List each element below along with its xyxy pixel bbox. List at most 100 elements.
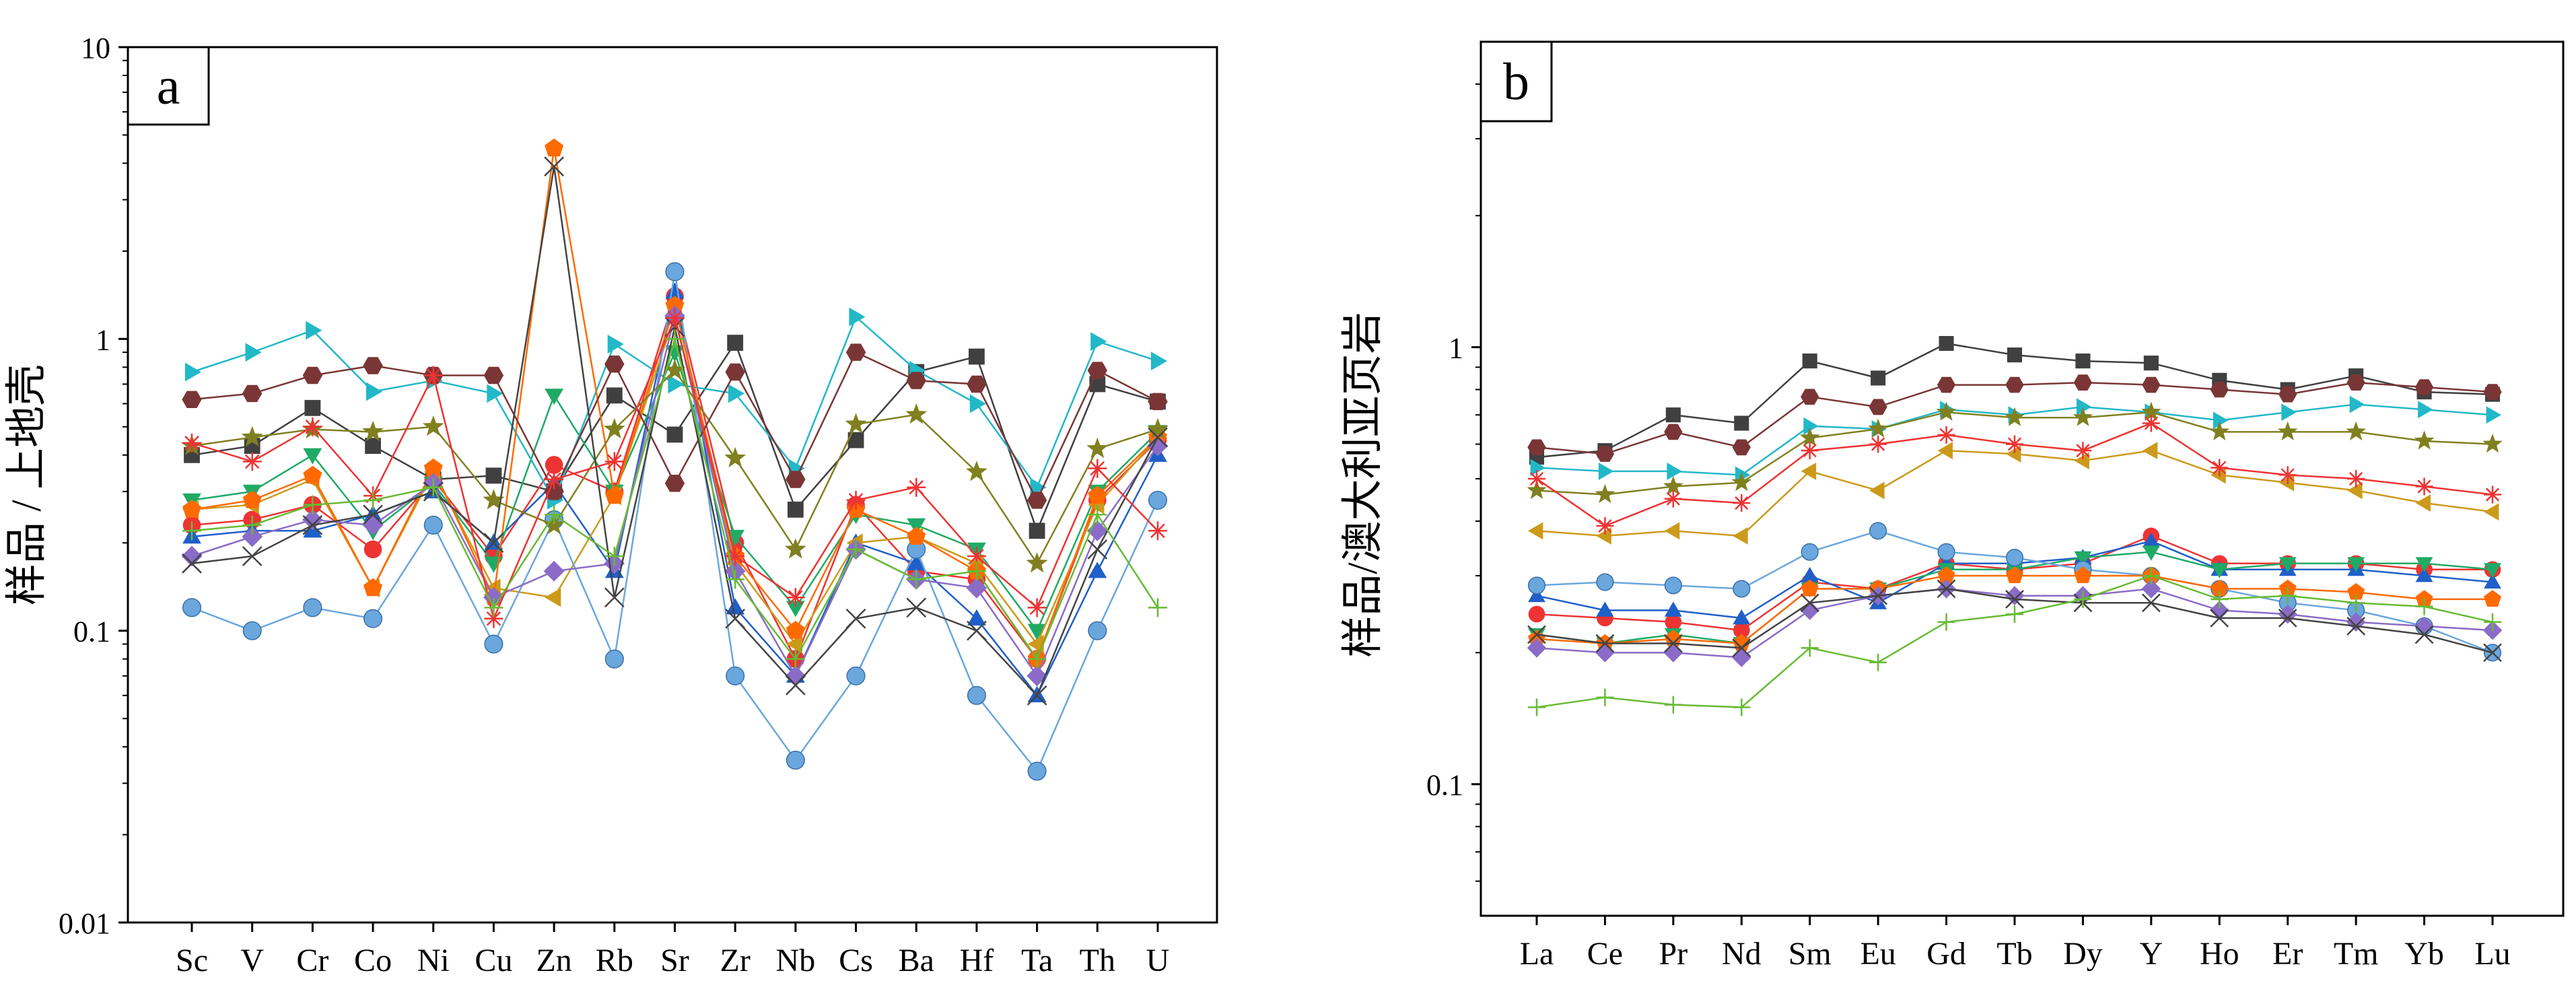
data-point bbox=[2142, 566, 2160, 584]
series-line bbox=[191, 148, 1158, 661]
data-point bbox=[1527, 479, 1547, 500]
data-point bbox=[846, 490, 866, 510]
data-point bbox=[2005, 590, 2024, 609]
data-point bbox=[2278, 557, 2297, 572]
y-tick-label: 1 bbox=[96, 323, 110, 356]
data-point bbox=[1801, 579, 1819, 597]
data-point bbox=[1596, 527, 1611, 545]
data-point bbox=[1802, 354, 1817, 369]
x-tick-label: Ce bbox=[1587, 936, 1623, 972]
data-point bbox=[1799, 427, 1820, 446]
data-point bbox=[2484, 485, 2501, 504]
data-point bbox=[1527, 625, 1546, 644]
data-point bbox=[2211, 459, 2229, 477]
data-point bbox=[967, 562, 986, 581]
data-point bbox=[1150, 351, 1167, 371]
data-point bbox=[363, 609, 383, 628]
x-tick-label: Er bbox=[2272, 936, 2303, 972]
data-point bbox=[487, 384, 503, 403]
x-tick-label: Nb bbox=[776, 943, 816, 978]
data-point bbox=[2414, 379, 2434, 395]
data-point bbox=[1029, 523, 1045, 539]
data-point bbox=[606, 387, 623, 404]
data-point bbox=[242, 490, 262, 508]
data-point bbox=[845, 608, 866, 629]
data-point bbox=[1596, 573, 1614, 591]
data-point bbox=[1800, 601, 1819, 620]
data-point bbox=[2484, 563, 2501, 578]
data-point bbox=[363, 505, 382, 522]
data-point bbox=[2006, 566, 2023, 583]
data-point bbox=[184, 362, 201, 382]
data-point bbox=[423, 515, 443, 535]
data-point bbox=[485, 467, 502, 484]
data-point bbox=[785, 675, 806, 696]
data-point bbox=[362, 420, 384, 442]
data-point bbox=[484, 556, 503, 573]
data-point bbox=[1869, 653, 1887, 671]
data-point bbox=[906, 372, 926, 389]
data-point bbox=[2346, 421, 2366, 440]
data-point bbox=[1667, 463, 1682, 480]
y-tick-label: 1 bbox=[1449, 332, 1463, 365]
data-point bbox=[665, 308, 685, 328]
data-point bbox=[1868, 418, 1888, 438]
data-point bbox=[849, 307, 866, 327]
data-point bbox=[907, 518, 926, 535]
data-point bbox=[303, 598, 322, 617]
data-point bbox=[2211, 579, 2229, 597]
data-point bbox=[1527, 439, 1546, 456]
data-point bbox=[1148, 490, 1168, 510]
data-point bbox=[2142, 414, 2160, 432]
data-point bbox=[905, 403, 928, 424]
data-point bbox=[966, 577, 987, 599]
data-point bbox=[1148, 427, 1168, 448]
data-point bbox=[786, 621, 805, 639]
data-point bbox=[1147, 417, 1169, 439]
data-point bbox=[665, 296, 685, 314]
x-tick-label: Sr bbox=[660, 943, 689, 978]
data-point bbox=[1665, 613, 1682, 631]
panel-label-box bbox=[127, 46, 210, 126]
data-point bbox=[2142, 532, 2160, 547]
data-point bbox=[1803, 417, 1819, 435]
data-point bbox=[726, 570, 745, 589]
data-point bbox=[2418, 401, 2433, 419]
data-point bbox=[2349, 395, 2365, 413]
data-point bbox=[1801, 463, 1817, 480]
data-point bbox=[182, 391, 202, 408]
data-point bbox=[2075, 354, 2091, 369]
panel-b: La Ce Pr Nd Sm Eu Gd Tb Dy Y Ho Er Tm Yb Lu 0.1 1 样品/澳大利亚… bbox=[1340, 40, 2565, 972]
data-point bbox=[1937, 613, 1955, 631]
panel-label-box bbox=[1480, 40, 1553, 123]
data-point bbox=[907, 554, 926, 570]
data-point bbox=[1869, 399, 1887, 415]
data-point bbox=[1528, 605, 1545, 623]
data-point bbox=[182, 598, 202, 617]
x-tick-label: Zn bbox=[536, 943, 571, 978]
data-point bbox=[1664, 522, 1680, 540]
data-point bbox=[967, 685, 986, 705]
data-point bbox=[1937, 543, 1955, 561]
data-point bbox=[1664, 424, 1683, 440]
data-point bbox=[182, 500, 201, 518]
data-point bbox=[423, 366, 443, 385]
data-point bbox=[604, 356, 625, 373]
data-point bbox=[664, 475, 685, 492]
data-point bbox=[2211, 590, 2229, 608]
series-7 bbox=[182, 262, 1168, 781]
data-point bbox=[1871, 370, 1886, 386]
data-point bbox=[1528, 586, 1545, 603]
data-point bbox=[2141, 593, 2161, 613]
data-point bbox=[1664, 490, 1682, 508]
data-point bbox=[1936, 401, 1957, 421]
data-point bbox=[726, 666, 745, 685]
data-point bbox=[422, 415, 444, 436]
data-point bbox=[1801, 442, 1819, 460]
data-point bbox=[1801, 567, 1819, 582]
data-point bbox=[1937, 376, 1956, 393]
data-point bbox=[1027, 634, 1044, 654]
data-point bbox=[786, 471, 806, 488]
data-point bbox=[1027, 649, 1047, 669]
data-point bbox=[302, 515, 323, 535]
